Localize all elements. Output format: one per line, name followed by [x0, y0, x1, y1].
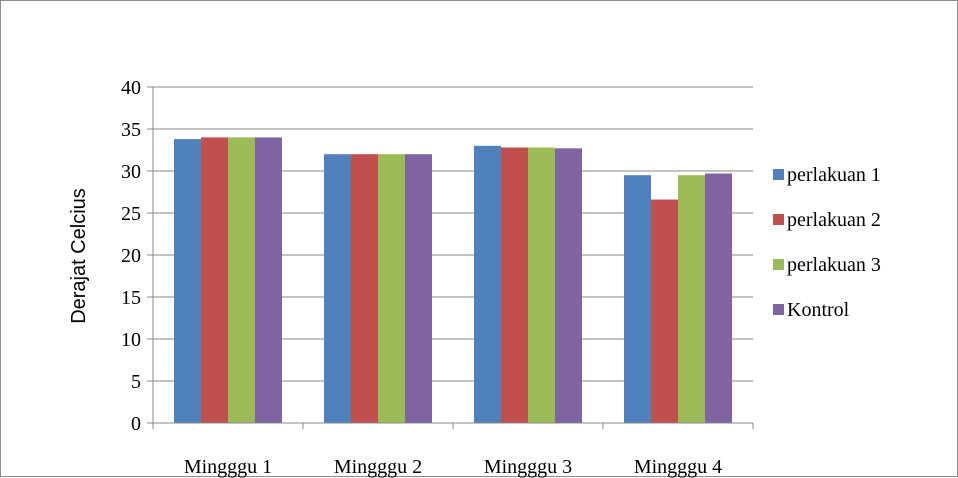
y-tick-label: 35 — [121, 119, 141, 141]
bar-perlakuan-3-4 — [678, 175, 705, 423]
legend-swatch — [773, 169, 784, 180]
bar-perlakuan-1-4 — [624, 175, 651, 423]
x-tick-labels: Mingggu 1 Mingggu 2 Mingggu 3 Mingggu 4 — [184, 456, 722, 478]
bar-perlakuan-3-1 — [228, 137, 255, 423]
legend-swatch — [773, 214, 784, 225]
y-tick-label: 20 — [121, 245, 141, 267]
x-tick-label: Mingggu 3 — [484, 456, 572, 478]
bar-perlakuan-1-2 — [324, 154, 351, 423]
y-tick-label: 5 — [131, 371, 141, 393]
bar-perlakuan-2-1 — [201, 137, 228, 423]
legend-label: Kontrol — [787, 299, 850, 321]
legend-label: perlakuan 2 — [787, 209, 881, 231]
x-tick-label: Mingggu 2 — [334, 456, 422, 478]
legend-swatch — [773, 304, 784, 315]
y-tick-label: 0 — [131, 413, 141, 435]
legend-label: perlakuan 3 — [787, 254, 881, 276]
y-tick-label: 15 — [121, 287, 141, 309]
bar-perlakuan-2-3 — [501, 147, 528, 424]
bar-perlakuan-1-1 — [174, 139, 201, 423]
bar-perlakuan-3-3 — [528, 147, 555, 424]
bar-perlakuan-2-4 — [651, 199, 678, 423]
y-axis-label: Derajat Celcius — [68, 188, 90, 324]
y-tick-label: 30 — [121, 161, 141, 183]
bar-perlakuan-2-2 — [351, 154, 378, 423]
legend-swatch — [773, 259, 784, 270]
axes — [152, 87, 754, 429]
bar-perlakuan-3-2 — [378, 154, 405, 423]
x-tick-label: Mingggu 4 — [634, 456, 722, 478]
bar-perlakuan-1-3 — [474, 145, 501, 424]
legend-label: perlakuan 1 — [787, 164, 881, 186]
legend: perlakuan 1 perlakuan 2 perlakuan 3 Kontrol — [773, 164, 881, 321]
bar-kontrol-1 — [255, 137, 282, 423]
bar-kontrol-3 — [555, 148, 582, 423]
y-tick-label: 25 — [121, 203, 141, 225]
bars — [174, 137, 732, 424]
x-tick-label: Mingggu 1 — [184, 456, 272, 478]
y-tick-label: 40 — [121, 77, 141, 99]
bar-kontrol-2 — [405, 154, 432, 423]
bar-kontrol-4 — [705, 173, 732, 423]
y-tick-label: 10 — [121, 329, 141, 351]
y-tick-labels: 0 5 10 15 20 25 30 35 40 — [121, 77, 141, 435]
